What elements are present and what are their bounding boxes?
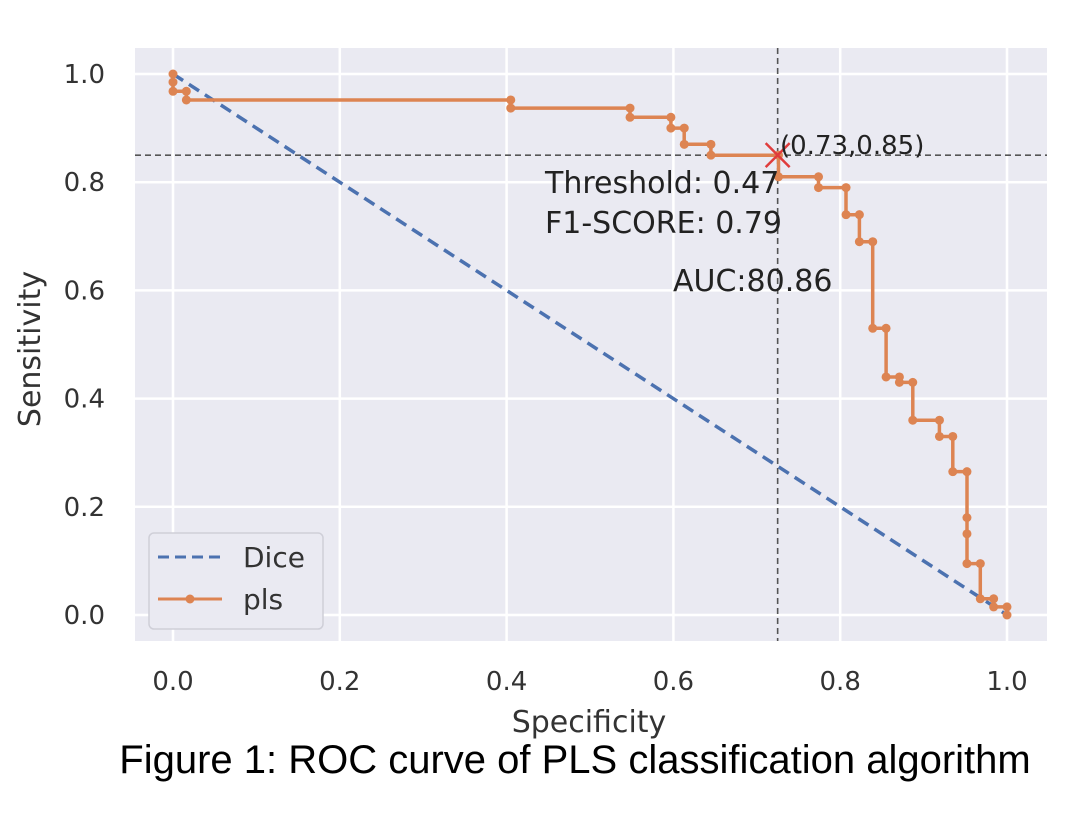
pls-point (854, 237, 864, 247)
operating-point-stroke (764, 142, 791, 169)
legend-pls-marker (185, 594, 195, 604)
y-tick-label: 0.0 (64, 601, 105, 631)
pls-point (934, 431, 944, 441)
pls-point (975, 594, 985, 604)
threshold-annotation: Threshold: 0.47 (544, 166, 779, 201)
y-axis-label: Sensitivity (13, 271, 48, 427)
y-tick-label: 0.8 (64, 168, 105, 198)
x-tick-label: 1.0 (986, 667, 1027, 697)
pls-point (934, 415, 944, 425)
pls-point (962, 559, 972, 569)
pls-point (989, 594, 999, 604)
pls-point (908, 377, 918, 387)
pls-point (975, 559, 985, 569)
legend: Dice pls (148, 532, 324, 630)
pls-point (666, 123, 676, 133)
y-tick-label: 0.6 (64, 276, 105, 306)
pls-point (181, 95, 191, 105)
pls-point (868, 237, 878, 247)
y-tick-label: 0.4 (64, 385, 105, 415)
pls-point (948, 467, 958, 477)
figure-caption: Figure 1: ROC curve of PLS classificatio… (119, 738, 1031, 782)
f1-score-annotation: F1-SCORE: 0.79 (545, 206, 782, 241)
pls-point (989, 602, 999, 612)
series-Dice-line (172, 72, 1008, 617)
pls-point (1002, 602, 1012, 612)
crosshair-lines (135, 48, 1047, 641)
pls-point (706, 150, 716, 160)
pls-point (814, 172, 824, 182)
pls-point (506, 103, 516, 113)
pls-point (948, 431, 958, 441)
legend-dice-label: Dice (243, 541, 305, 574)
pls-point (868, 323, 878, 333)
x-axis-label: Specificity (512, 705, 667, 740)
legend-pls-label: pls (243, 583, 283, 616)
y-tick-label: 1.0 (64, 60, 105, 90)
pls-point (962, 467, 972, 477)
pls-point (706, 139, 716, 149)
pls-point (1002, 610, 1012, 620)
x-tick-label: 0.0 (152, 667, 193, 697)
point-markers (168, 69, 1012, 620)
pls-point (773, 172, 783, 182)
pls-point (881, 323, 891, 333)
pls-point (962, 513, 972, 523)
pls-point (841, 183, 851, 193)
pls-point (854, 210, 864, 220)
x-tick-label: 0.4 (486, 667, 527, 697)
pls-point (679, 139, 689, 149)
operating-point-marker (764, 142, 791, 169)
pls-point (679, 123, 689, 133)
pls-point (894, 377, 904, 387)
pls-point (841, 210, 851, 220)
x-tick-label: 0.2 (319, 667, 360, 697)
point-label: (0.73,0.85) (780, 131, 924, 161)
x-tick-labels: 0.0 0.2 0.4 0.6 0.8 1.0 (152, 667, 1027, 697)
pls-point (625, 103, 635, 113)
pls-point (506, 95, 516, 105)
y-tick-label: 0.2 (64, 493, 105, 523)
pls-point (962, 529, 972, 539)
pls-point (814, 183, 824, 193)
grid-lines (135, 48, 1047, 641)
pls-point (168, 86, 178, 96)
x-tick-label: 0.8 (820, 667, 861, 697)
x-tick-label: 0.6 (653, 667, 694, 697)
auc-annotation: AUC:80.86 (673, 264, 832, 299)
pls-point (881, 372, 891, 382)
pls-point (625, 112, 635, 122)
pls-point (168, 69, 178, 79)
pls-point (168, 77, 178, 87)
pls-point (908, 415, 918, 425)
pls-point (666, 112, 676, 122)
pls-point (181, 86, 191, 96)
y-tick-labels: 0.0 0.2 0.4 0.6 0.8 1.0 (64, 60, 105, 631)
